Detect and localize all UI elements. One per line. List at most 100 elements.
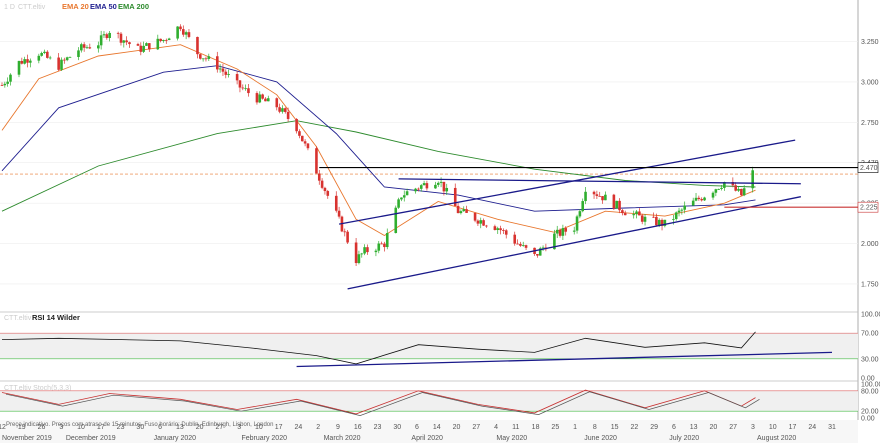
candle-body	[266, 98, 270, 102]
candle-body	[343, 231, 347, 233]
candle-body	[303, 141, 307, 144]
candle-body	[740, 188, 743, 196]
candle-body	[80, 44, 83, 51]
candle-body	[159, 38, 162, 42]
candle-body	[377, 243, 381, 251]
x-day-label: 24	[808, 424, 816, 431]
price-axis: 1.7502.0002.2252.4702.7503.0003.2502.470…	[857, 39, 879, 288]
y-tick-label: 2.750	[861, 120, 879, 127]
candle-body	[6, 81, 9, 84]
candle-body	[519, 243, 522, 246]
candle-body	[655, 216, 658, 226]
candle-body	[244, 88, 247, 90]
x-day-label: 6	[672, 424, 676, 431]
candle-body	[116, 32, 120, 34]
date-axis: 12 19 26 3 10 17 23 30 6 13 20 27 3 10 17 24 2 9 16 23 30 6 14…	[0, 420, 858, 443]
ema20-line	[1, 44, 756, 237]
candle-body	[405, 191, 409, 196]
candle-body	[247, 88, 250, 94]
candle-body	[165, 39, 168, 41]
candle-body	[374, 250, 378, 253]
candle-body	[643, 216, 647, 222]
trendline	[338, 139, 796, 225]
candle-body	[436, 182, 440, 185]
x-month-label: August 2020	[757, 435, 796, 442]
y-tick-label: 3.250	[861, 39, 879, 46]
candle-body	[581, 201, 585, 212]
candle-body	[201, 58, 205, 60]
candle-body	[456, 205, 460, 214]
x-day-label: 17	[789, 424, 797, 431]
x-day-label: 31	[828, 424, 836, 431]
x-day-label: 6	[158, 424, 162, 431]
candle-body	[85, 47, 89, 49]
ema200-legend: EMA 200	[118, 2, 149, 11]
candle-body	[235, 74, 239, 81]
candle-body	[99, 35, 103, 46]
candle-body	[122, 40, 126, 43]
stoch-tick-label: 80.00	[861, 388, 879, 395]
candle-body	[317, 173, 321, 181]
candle-body	[306, 143, 310, 149]
candle-body	[731, 182, 735, 186]
stoch-tick-label: 0.00	[861, 416, 875, 423]
candle-body	[700, 199, 703, 201]
candle-body	[215, 56, 219, 70]
candle-body	[40, 52, 43, 56]
candle-body	[572, 230, 576, 232]
candle-body	[17, 60, 21, 75]
x-month-label: December 2019	[66, 435, 116, 442]
candle-body	[465, 209, 468, 213]
candle-body	[422, 183, 426, 186]
x-day-label: 3	[751, 424, 755, 431]
candle-body	[703, 197, 706, 201]
candle-body	[683, 205, 686, 210]
candle-body	[204, 58, 208, 60]
candle-body	[694, 197, 698, 201]
candle-body	[337, 210, 341, 217]
candle-body	[29, 60, 32, 63]
candle-body	[385, 233, 389, 248]
rsi-tick-label: 30.00	[861, 356, 879, 363]
rsi-line	[1, 331, 756, 365]
x-day-label: 27	[472, 424, 480, 431]
candle-body	[453, 187, 457, 206]
candle-body	[623, 213, 627, 216]
candle-body	[635, 211, 638, 215]
candle-body	[275, 98, 279, 108]
candle-body	[334, 195, 338, 211]
trendlines	[319, 139, 858, 290]
x-day-label: 10	[769, 424, 777, 431]
rsi-trendline	[296, 351, 833, 368]
x-day-label: 1	[573, 424, 577, 431]
stoch-k-line	[5, 391, 760, 416]
candle-body	[125, 40, 128, 43]
candle-body	[224, 71, 228, 75]
candle-body	[717, 188, 720, 190]
price-label: 2.225	[860, 205, 878, 212]
candle-body	[417, 188, 420, 190]
candle-body	[320, 180, 324, 188]
candle-body	[37, 55, 41, 61]
candle-body	[394, 207, 398, 234]
candle-body	[9, 74, 12, 82]
candle-body	[43, 51, 46, 53]
stochastic-panel: 100.0080.00 20.000.00	[0, 382, 880, 423]
candle-body	[592, 191, 596, 195]
candle-body	[20, 60, 24, 64]
x-month-label: May 2020	[496, 435, 527, 442]
candle-body	[553, 233, 556, 250]
candle-body	[672, 219, 675, 220]
candle-body	[148, 43, 151, 50]
price-label: 2.470	[860, 165, 878, 172]
candle-body	[434, 184, 437, 189]
candle-body	[283, 108, 287, 112]
candle-body	[493, 226, 497, 231]
axis-strip	[0, 420, 858, 443]
rsi-band	[0, 333, 858, 359]
candle-body	[196, 36, 199, 55]
candle-body	[615, 200, 619, 209]
x-day-label: 30	[393, 424, 401, 431]
candle-body	[663, 219, 667, 226]
candle-body	[476, 220, 480, 224]
